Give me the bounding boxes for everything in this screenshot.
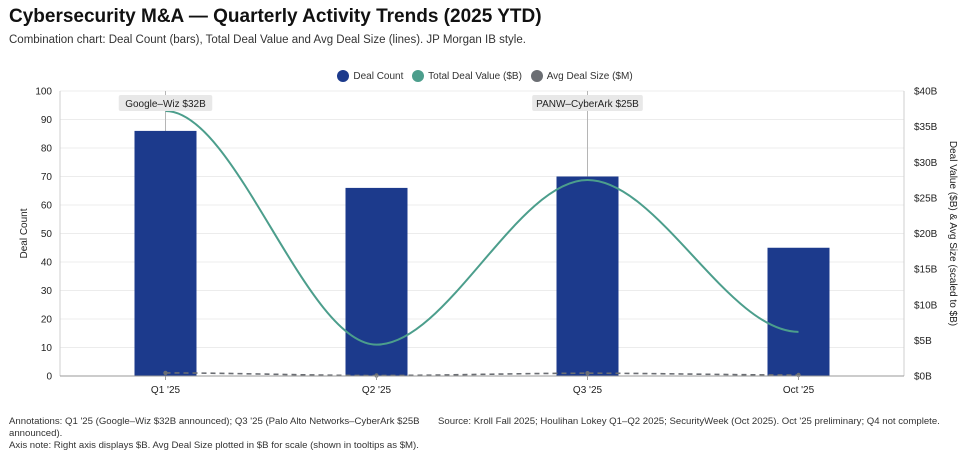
y-tick-label: 40 [41, 258, 53, 269]
y-tick-label: 60 [41, 201, 53, 212]
annotation-label-bg [118, 95, 213, 111]
legend-label-total-value: Total Deal Value ($B) [428, 70, 522, 82]
y2-tick-label: $15B [914, 265, 938, 276]
bar [767, 247, 830, 376]
legend-swatch-avg-size [530, 70, 543, 82]
y2-tick-label: $30B [914, 158, 938, 169]
legend-item-avg-size[interactable]: Avg Deal Size ($M) [530, 70, 633, 82]
y2-tick-label: $35B [914, 122, 938, 133]
combo-chart: Google–Wiz $32B PANW–CyberArk $25B 0 10 20 3… [19, 87, 958, 397]
y2-tick-label: $40B [914, 87, 938, 98]
total-deal-value-line [165, 109, 799, 346]
x-tick-label: Q2 '25 [362, 385, 392, 396]
y-axis-title: Deal Count [19, 208, 30, 258]
y2-tick-label: $10B [914, 300, 938, 311]
legend-item-deal-count[interactable]: Deal Count [337, 70, 403, 82]
y-tick-label: 100 [35, 87, 52, 98]
annotation-labels: Google–Wiz $32B PANW–CyberArk $25B [118, 95, 643, 111]
y-tick-label: 90 [41, 115, 53, 126]
y-tick-label: 20 [41, 315, 53, 326]
axis-note: Axis note: Right axis displays $B. Avg D… [9, 440, 419, 451]
annotation-label-bg [532, 95, 643, 111]
y2-tick-label: $0B [914, 372, 932, 383]
avg-deal-size-point [163, 370, 168, 376]
avg-deal-size-point [585, 371, 590, 376]
x-tick-label: Q1 '25 [151, 385, 181, 396]
chart-subtitle: Combination chart: Deal Count (bars), To… [9, 34, 526, 46]
y-tick-label: 70 [41, 172, 53, 183]
y-tick-label: 30 [41, 286, 53, 297]
y-tick-label: 80 [41, 144, 53, 155]
legend-label-deal-count: Deal Count [353, 70, 404, 82]
y-tick-label: 10 [41, 343, 53, 354]
legend-label-avg-size: Avg Deal Size ($M) [546, 70, 633, 82]
bar [134, 130, 197, 376]
x-tick-label: Oct '25 [783, 385, 815, 396]
axes: 0 10 20 30 40 50 60 70 80 90 100 $0B $5B $10B $15B $20B… [19, 87, 958, 397]
source-note: Source: Kroll Fall 2025; Houlihan Lokey … [438, 416, 940, 427]
chart-title: Cybersecurity M&A — Quarterly Activity T… [9, 6, 542, 27]
legend-item-total-value[interactable]: Total Deal Value ($B) [412, 70, 522, 82]
avg-deal-size-line [165, 372, 799, 377]
x-tick-label: Q3 '25 [573, 385, 603, 396]
footer-notes: Annotations: Q1 '25 (Google–Wiz $32B ann… [9, 416, 439, 452]
y2-tick-label: $5B [914, 336, 932, 347]
annotation-note: Annotations: Q1 '25 (Google–Wiz $32B ann… [9, 416, 420, 439]
y2-axis-title: Deal Value ($B) & Avg Size (scaled to $B… [947, 141, 958, 326]
legend-swatch-total-value [412, 70, 425, 82]
lines [163, 109, 801, 378]
bars [134, 130, 830, 376]
y2-tick-label: $25B [914, 193, 938, 204]
bar [556, 176, 619, 376]
bar [345, 187, 408, 376]
annotation-label: Google–Wiz $32B [125, 99, 206, 110]
legend: Deal Count Total Deal Value ($B) Avg Dea… [0, 70, 970, 85]
legend-swatch-deal-count [337, 70, 350, 82]
y-tick-label: 0 [46, 372, 52, 383]
annotation-label: PANW–CyberArk $25B [536, 99, 639, 110]
y2-tick-label: $20B [914, 229, 938, 240]
y-tick-label: 50 [41, 229, 53, 240]
